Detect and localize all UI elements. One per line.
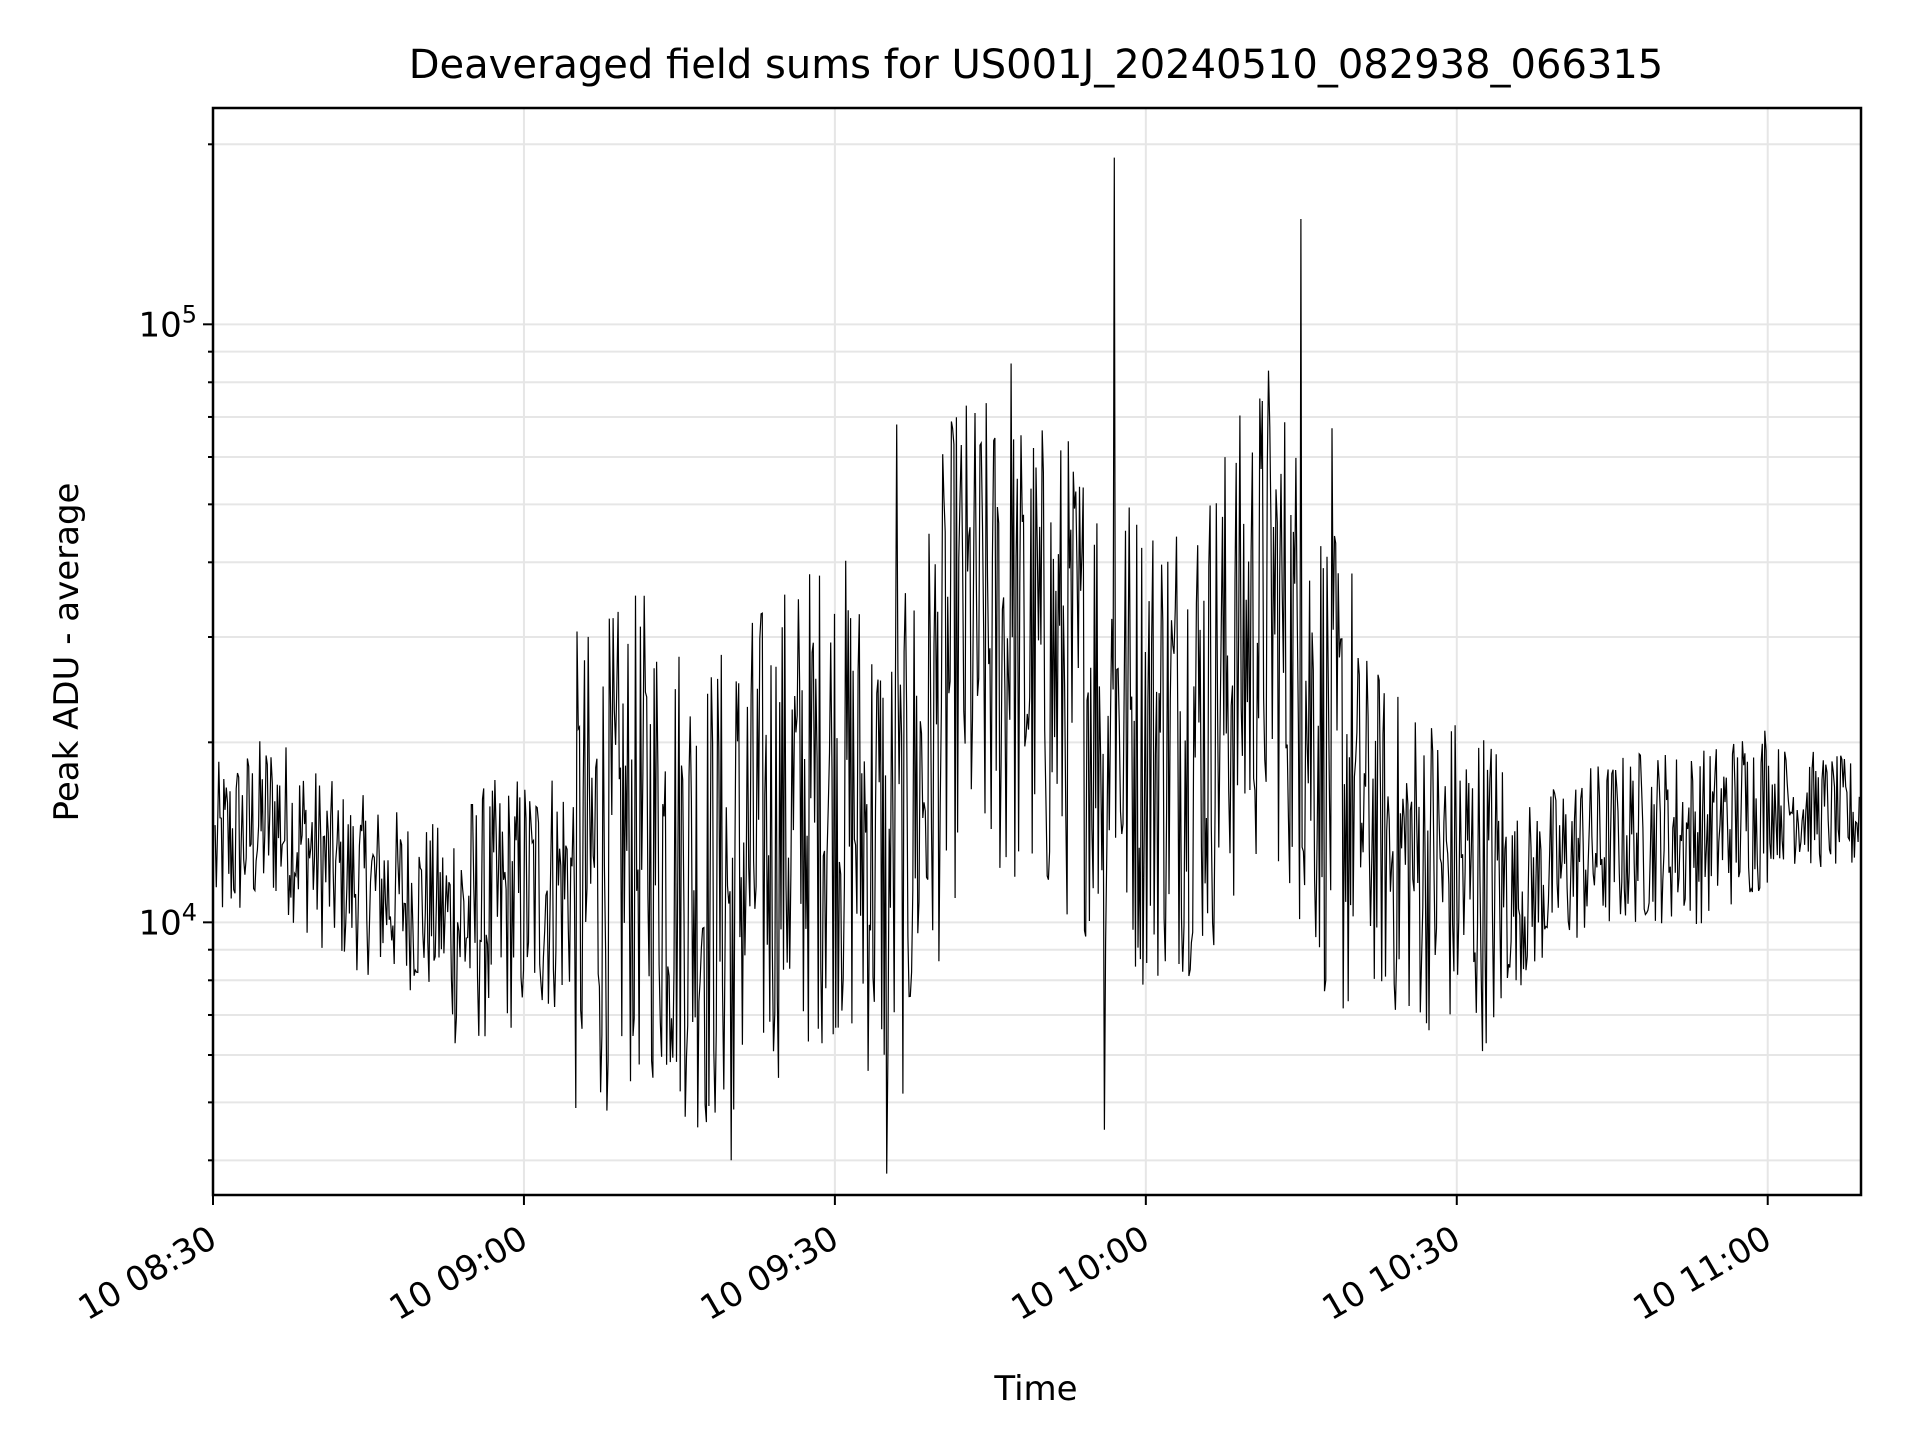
y-tick-label: 105 [138, 300, 197, 345]
y-tick-label: 104 [138, 898, 197, 943]
y-axis-ticks: 104 105 [138, 143, 213, 1162]
series-line [214, 157, 1860, 1174]
x-tick-label: 10 09:00 [383, 1218, 535, 1329]
x-axis-label: Time [993, 1369, 1077, 1409]
y-axis-label: Peak ADU - average [47, 483, 87, 822]
chart-title: Deaveraged field sums for US001J_2024051… [409, 42, 1664, 88]
series-line-group [214, 157, 1860, 1174]
x-tick-label: 10 11:00 [1627, 1218, 1779, 1329]
x-axis-ticks: 10 08:30 10 09:00 10 09:30 10 10:00 10 10:30… [72, 1195, 1778, 1329]
plot-frame [211, 106, 1863, 1197]
x-tick-label: 10 08:30 [72, 1218, 224, 1329]
x-tick-label: 10 09:30 [694, 1218, 846, 1329]
x-tick-label: 10 10:00 [1005, 1218, 1157, 1329]
grid [212, 108, 1861, 1195]
x-tick-label: 10 10:30 [1316, 1218, 1468, 1329]
